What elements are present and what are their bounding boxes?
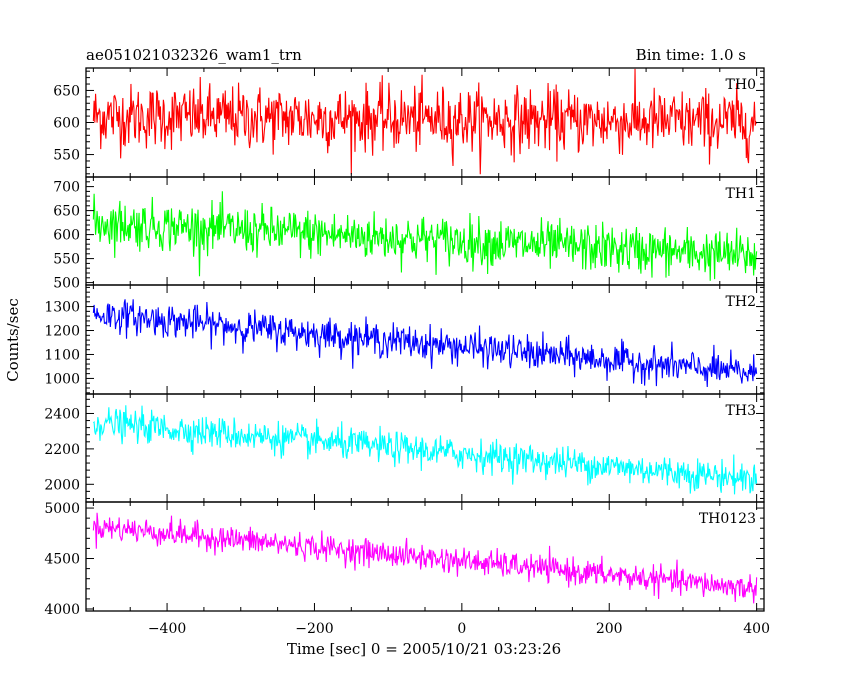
y-tick-label: 550 [53, 148, 80, 164]
y-tick-label: 2200 [44, 442, 80, 458]
y-tick-label: 4500 [44, 552, 80, 568]
series-th3 [92, 405, 758, 495]
y-tick-label: 1100 [44, 347, 80, 363]
y-tick-label: 1300 [44, 300, 80, 316]
x-tick-label: 400 [743, 621, 770, 637]
y-tick-label: 600 [53, 116, 80, 132]
y-tick-label: 700 [53, 180, 80, 196]
y-tick-label: 650 [53, 204, 80, 220]
panel-label-th2: TH2 [726, 294, 756, 310]
panels-group: 550 600 650 TH0 500 550 600 650 700 TH1 1000 1100 12… [44, 67, 770, 637]
y-tick-label: 1000 [44, 371, 80, 387]
panel-frame-th0123 [85, 501, 765, 612]
y-tick-label: 5000 [44, 501, 80, 517]
x-tick-label: 0 [457, 621, 466, 637]
chart-title: ae051021032326_wam1_trn [86, 46, 302, 64]
panel-label-th0: TH0 [726, 77, 756, 93]
panel-label-th3: TH3 [726, 403, 756, 419]
y-tick-label: 650 [53, 83, 80, 99]
series-th2 [92, 299, 758, 388]
y-tick-label: 600 [53, 228, 80, 244]
panel-frame-th1 [85, 176, 765, 286]
y-axis-label: Counts/sec [4, 298, 22, 382]
y-tick-label: 550 [53, 252, 80, 268]
series-th1 [92, 191, 758, 281]
panel-label-th0123: TH0123 [699, 511, 756, 527]
y-tick-label: 2400 [44, 406, 80, 422]
series-th0 [92, 68, 758, 175]
y-tick-label: 500 [53, 276, 80, 292]
x-axis-label: Time [sec] 0 = 2005/10/21 03:23:26 [287, 640, 561, 658]
bin-time-label: Bin time: 1.0 s [636, 46, 746, 64]
y-tick-label: 4000 [44, 602, 80, 618]
y-tick-label: 1200 [44, 324, 80, 340]
series-th0123 [92, 512, 758, 604]
panel-label-th1: TH1 [726, 186, 756, 202]
x-tick-label: −400 [148, 621, 186, 637]
y-tick-label: 2000 [44, 477, 80, 493]
x-tick-label: 200 [596, 621, 623, 637]
x-tick-label: −200 [295, 621, 333, 637]
